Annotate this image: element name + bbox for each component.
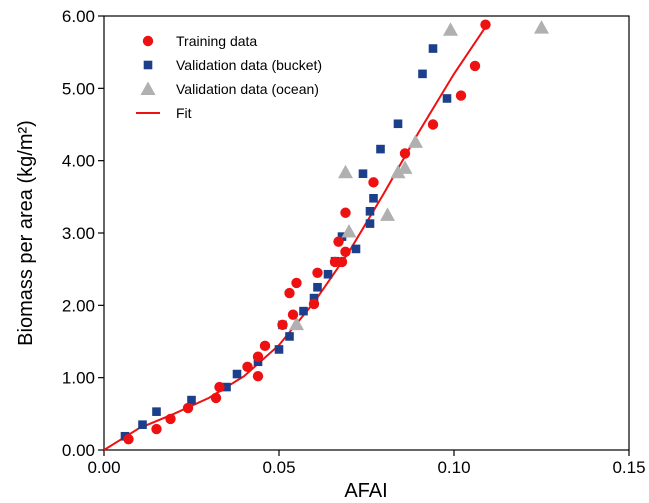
- bucket-point: [222, 382, 231, 392]
- ocean-point: [534, 20, 549, 34]
- training-point: [284, 287, 295, 299]
- training-point: [165, 413, 176, 425]
- ocean-point: [443, 22, 458, 36]
- training-point: [480, 19, 491, 30]
- bucket-point: [365, 219, 375, 228]
- training-point: [242, 361, 253, 373]
- training-point: [469, 60, 481, 72]
- legend-label: Training data: [176, 33, 257, 49]
- y-tick-label: 5.00: [62, 79, 95, 98]
- legend-marker-triangle: [140, 81, 156, 95]
- ocean-point: [390, 164, 406, 179]
- legend-label: Validation data (ocean): [176, 81, 319, 97]
- x-tick-label: 0.10: [437, 458, 470, 477]
- legend: Training data Validation data (bucket) Val…: [136, 33, 322, 121]
- y-tick-label: 2.00: [62, 296, 95, 315]
- training-point: [259, 340, 271, 352]
- training-point: [455, 90, 467, 101]
- ocean-point: [397, 160, 413, 174]
- bucket-point: [274, 345, 284, 354]
- bucket-point: [232, 369, 242, 379]
- legend-label: Fit: [176, 105, 192, 121]
- training-point: [182, 402, 194, 414]
- ocean-point: [408, 134, 423, 148]
- training-point: [151, 423, 162, 435]
- bucket-point: [442, 94, 452, 103]
- training-point: [210, 392, 222, 404]
- x-tick-label: 0.05: [262, 458, 295, 477]
- bucket-point: [187, 395, 196, 405]
- bucket-point: [337, 232, 347, 241]
- x-tick-label: 0.15: [612, 458, 645, 477]
- bucket-point: [369, 193, 378, 203]
- training-point: [336, 256, 348, 268]
- ocean-point: [338, 164, 353, 179]
- bucket-point: [138, 420, 147, 429]
- bucket-point: [285, 332, 294, 341]
- bucket-point: [428, 44, 438, 53]
- y-axis-title: Biomass per area (kg/m²): [15, 120, 37, 346]
- bucket-point: [313, 282, 322, 292]
- y-tick-label: 3.00: [62, 224, 95, 243]
- y-tick-label: 1.00: [62, 369, 95, 388]
- bucket-point: [358, 169, 368, 178]
- bucket-point: [152, 407, 161, 416]
- training-point: [340, 246, 351, 258]
- bucket-point: [309, 293, 319, 303]
- training-point: [340, 207, 351, 218]
- x-axis-title: AFAI: [344, 480, 387, 502]
- x-tick-labels: 0.00 0.05 0.10 0.15: [87, 458, 645, 477]
- bucket-point: [323, 269, 333, 279]
- y-tick-labels: 0.00 1.00 2.00 3.00 4.00 5.00 6.00: [62, 7, 95, 460]
- training-point: [214, 381, 225, 393]
- axis-ticks: [98, 15, 630, 456]
- training-point: [277, 319, 288, 331]
- ocean-point: [341, 224, 357, 238]
- bucket-point: [418, 69, 427, 79]
- training-point: [368, 177, 379, 188]
- y-tick-label: 4.00: [62, 152, 95, 171]
- training-point: [333, 236, 344, 247]
- legend-label: Validation data (bucket): [176, 57, 322, 73]
- training-point: [291, 277, 302, 289]
- bucket-point: [351, 244, 361, 254]
- training-point: [252, 371, 264, 382]
- ocean-point: [380, 207, 395, 221]
- plot-frame: [103, 15, 630, 451]
- training-point: [399, 148, 411, 159]
- training-point: [312, 267, 323, 278]
- y-tick-label: 0.00: [62, 441, 95, 460]
- points-layer: [120, 19, 549, 445]
- legend-marker-square: [143, 60, 153, 70]
- bucket-point: [299, 306, 308, 316]
- y-tick-label: 6.00: [62, 7, 95, 26]
- training-point: [427, 119, 439, 130]
- ocean-point: [289, 316, 304, 331]
- legend-marker-circle: [142, 35, 154, 47]
- bucket-point: [365, 207, 375, 216]
- x-tick-label: 0.00: [87, 458, 120, 477]
- bucket-point: [393, 119, 403, 129]
- bucket-point: [376, 144, 385, 154]
- training-point: [252, 351, 264, 362]
- training-point: [123, 433, 134, 445]
- training-point: [308, 298, 320, 310]
- training-point: [287, 309, 299, 320]
